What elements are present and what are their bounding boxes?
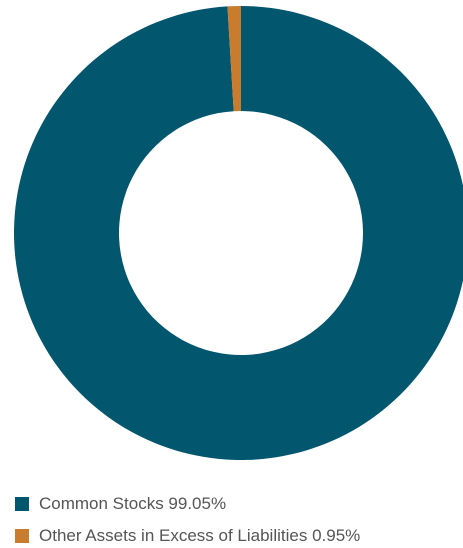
legend-swatch-common-stocks — [15, 497, 29, 511]
chart-legend: Common Stocks 99.05% Other Assets in Exc… — [15, 494, 360, 548]
donut-chart-svg — [14, 6, 463, 460]
donut-slice-other-assets — [227, 6, 241, 112]
legend-label-common-stocks: Common Stocks 99.05% — [39, 494, 227, 513]
legend-label-other-assets: Other Assets in Excess of Liabilities 0.… — [39, 526, 361, 545]
legend-swatch-other-assets — [15, 529, 29, 543]
donut-slice-common-stocks — [14, 6, 463, 460]
legend-item-other-assets: Other Assets in Excess of Liabilities 0.… — [15, 526, 360, 546]
legend-item-common-stocks: Common Stocks 99.05% — [15, 494, 360, 514]
